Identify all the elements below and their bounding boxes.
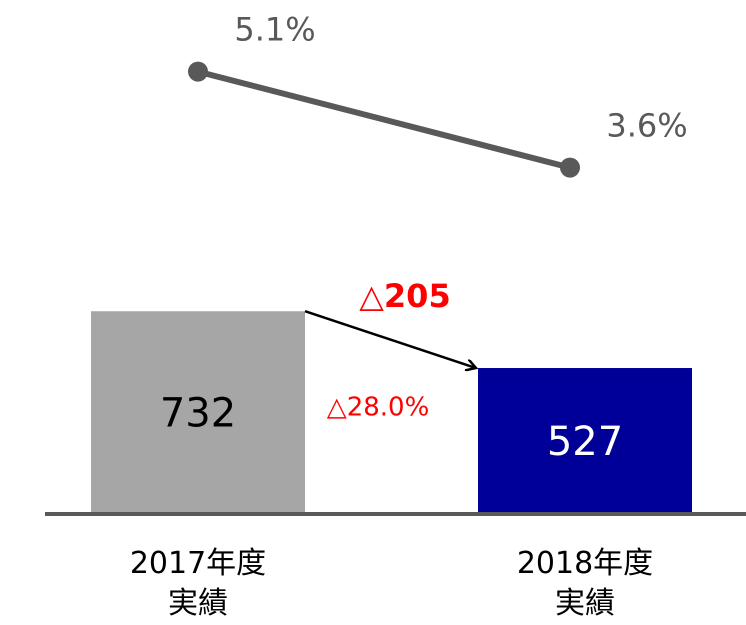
annotation: △205 — [359, 277, 450, 315]
x-tick-label: 2018年度 実績 — [516, 546, 654, 621]
line-point — [188, 61, 208, 82]
bar — [91, 311, 305, 514]
line-value-label: 3.6% — [606, 107, 687, 145]
line — [197, 68, 571, 171]
x-tick-label: 2017年度 実績 — [129, 546, 267, 621]
bar-value-label: 732 — [160, 391, 236, 437]
line-point — [560, 157, 580, 178]
bar — [478, 368, 692, 514]
arrow — [304, 310, 476, 368]
bar-value-label: 527 — [547, 419, 623, 465]
line-value-label: 5.1% — [234, 11, 315, 49]
annotation: △28.0% — [327, 393, 430, 423]
